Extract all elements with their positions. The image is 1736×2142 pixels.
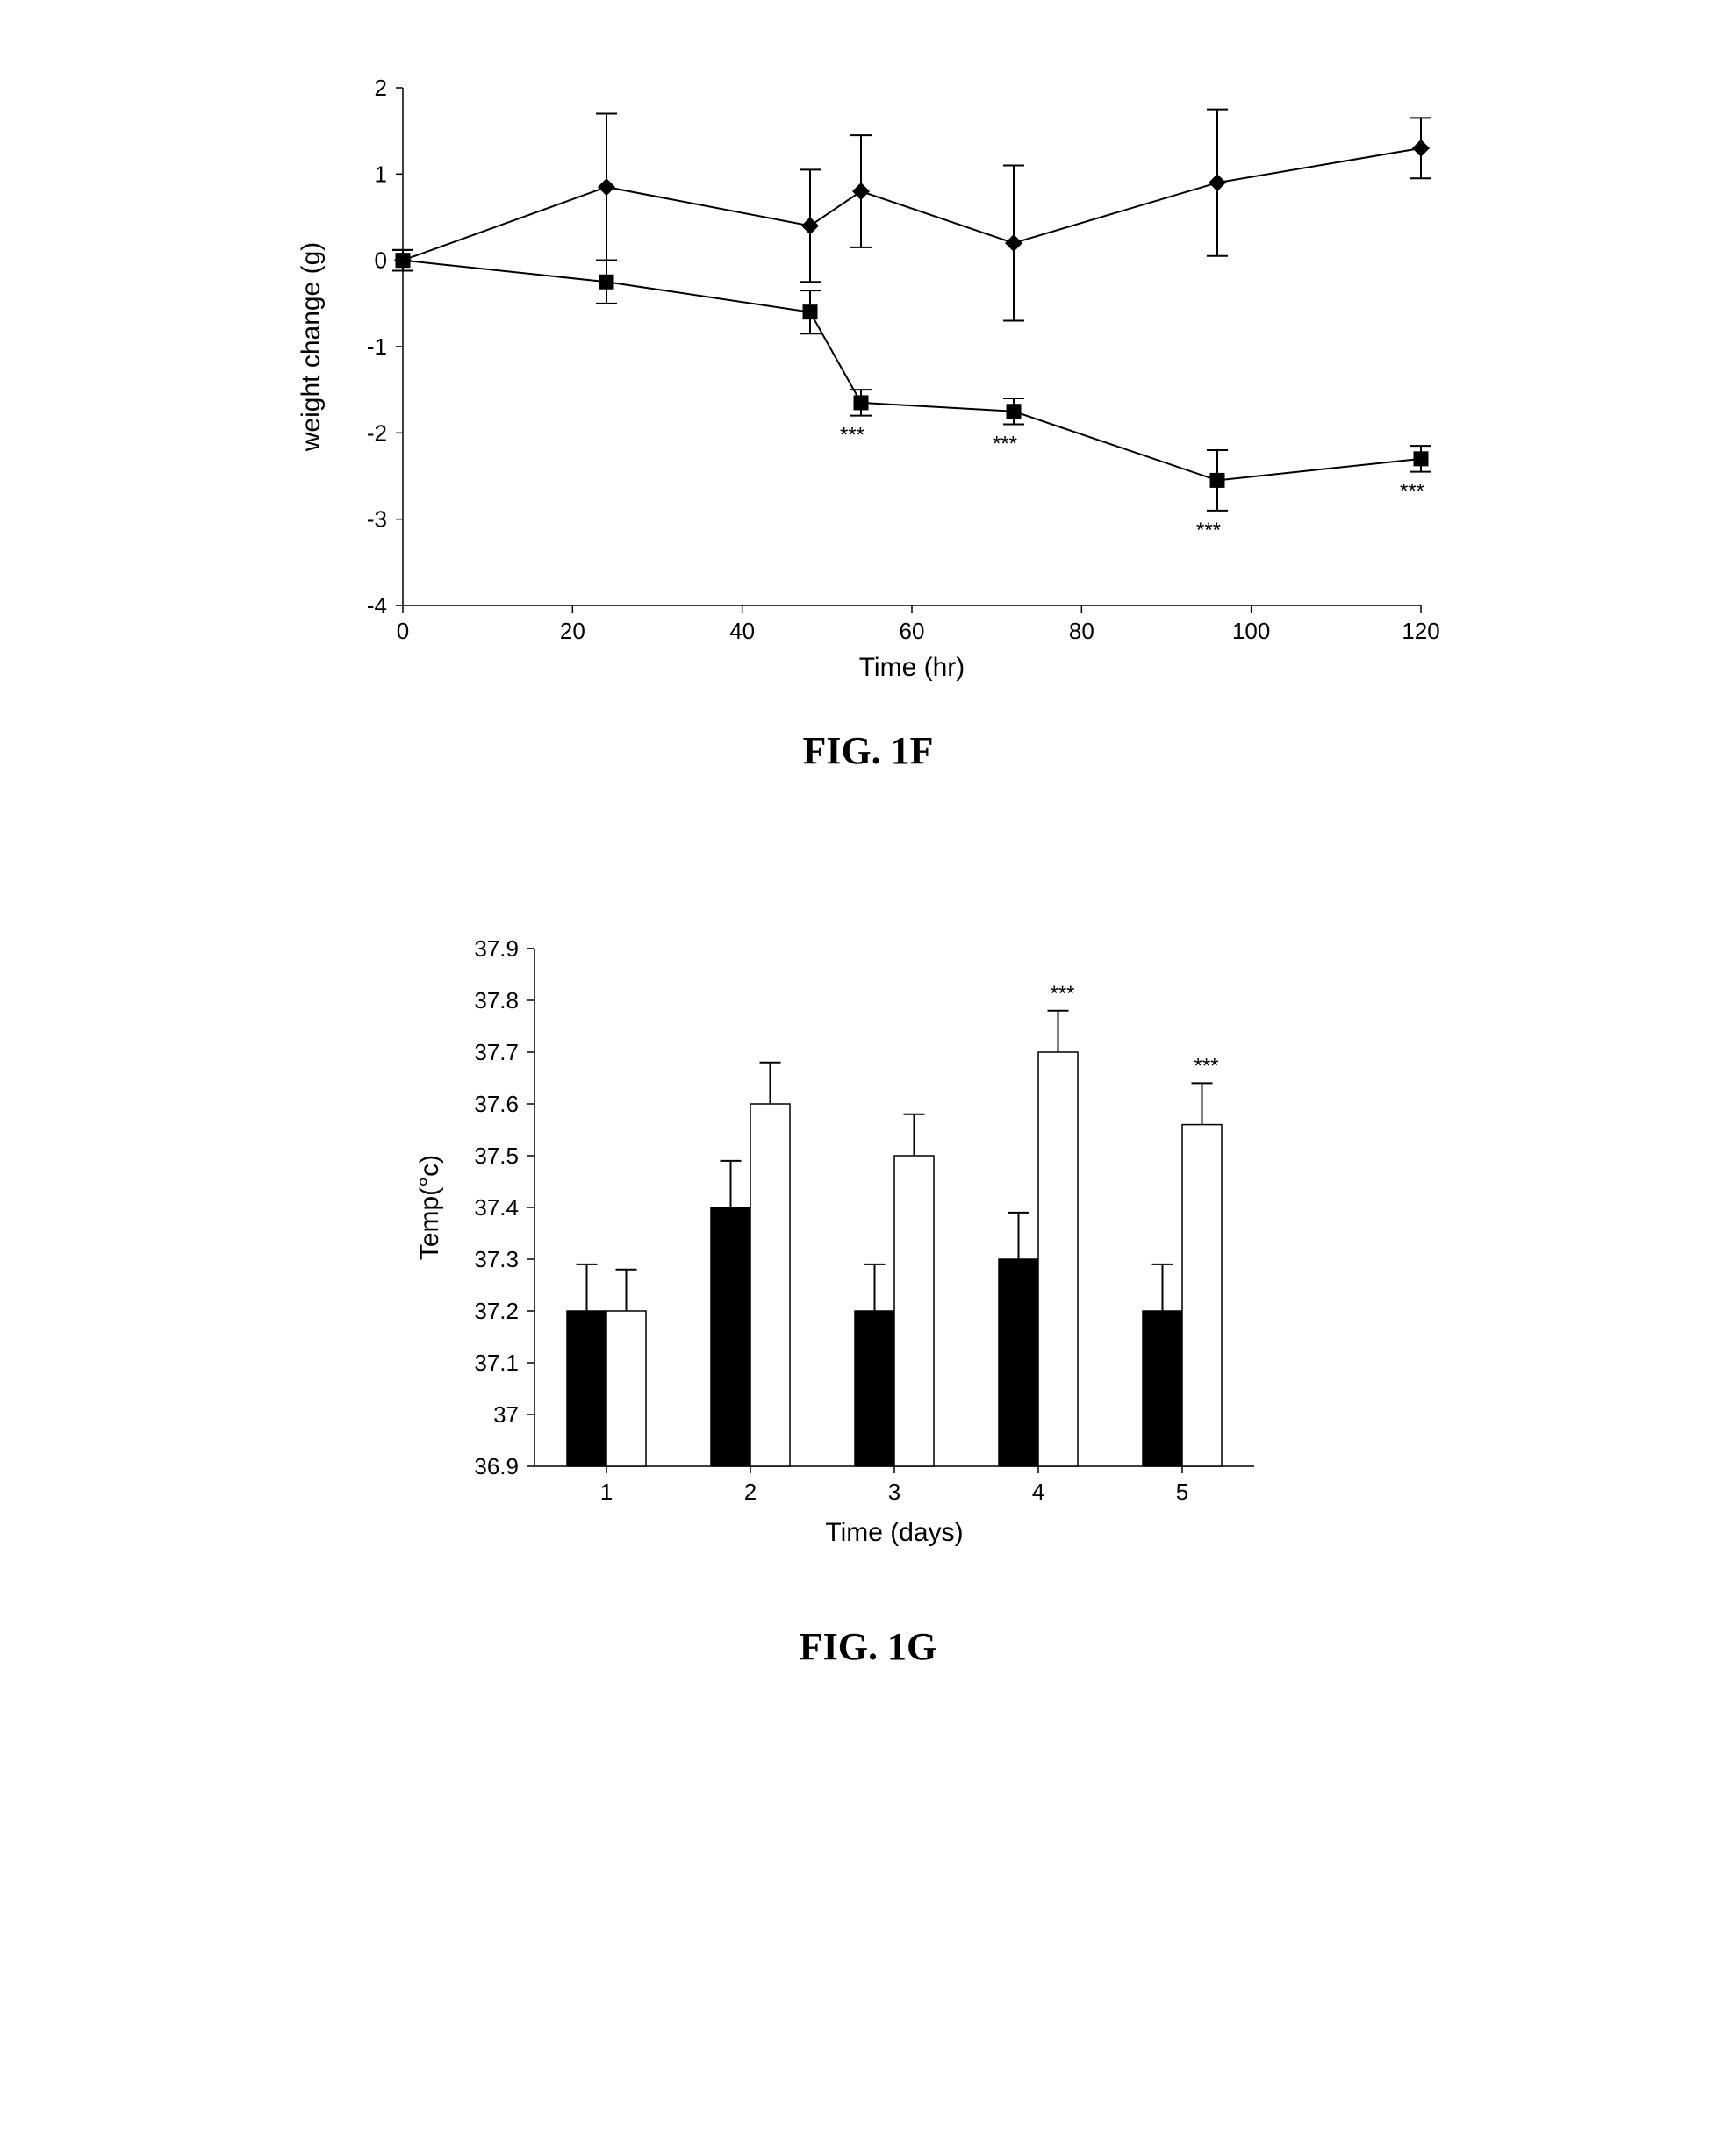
bar-chart-fig1g: 36.9 37 37.1 37.2 37.3 37.4 37.5 37.6 37.7 37.8 37… xyxy=(385,913,1351,1598)
svg-text:weight change (g): weight change (g) xyxy=(297,242,326,452)
svg-text:Time (hr): Time (hr) xyxy=(859,653,965,682)
svg-text:1: 1 xyxy=(375,161,387,187)
svg-text:5: 5 xyxy=(1176,1479,1188,1505)
figure-1f-caption: FIG. 1F xyxy=(254,728,1482,773)
svg-text:36.9: 36.9 xyxy=(474,1453,519,1479)
svg-text:Time (days): Time (days) xyxy=(825,1518,963,1547)
svg-text:37.8: 37.8 xyxy=(474,987,519,1014)
svg-text:-4: -4 xyxy=(367,592,387,619)
svg-text:37.5: 37.5 xyxy=(474,1143,519,1169)
svg-text:37: 37 xyxy=(493,1401,519,1428)
svg-text:1: 1 xyxy=(600,1479,613,1505)
svg-text:37.1: 37.1 xyxy=(474,1350,519,1376)
line-chart-fig1f: -4 -3 -2 -1 0 1 2 weight change (g) 0 20 40 60 80 100… xyxy=(254,53,1482,702)
svg-text:3: 3 xyxy=(888,1479,900,1505)
svg-text:Temp(°c): Temp(°c) xyxy=(415,1155,444,1260)
svg-text:***: *** xyxy=(840,424,864,448)
svg-text:4: 4 xyxy=(1032,1479,1044,1505)
svg-text:***: *** xyxy=(1196,519,1221,542)
svg-text:37.7: 37.7 xyxy=(474,1039,519,1065)
svg-text:37.2: 37.2 xyxy=(474,1298,519,1324)
svg-text:20: 20 xyxy=(560,618,585,644)
svg-text:60: 60 xyxy=(900,618,925,644)
svg-text:2: 2 xyxy=(744,1479,757,1505)
svg-text:2: 2 xyxy=(375,75,387,101)
svg-text:***: *** xyxy=(1400,480,1424,504)
svg-text:-3: -3 xyxy=(367,506,387,533)
svg-text:80: 80 xyxy=(1069,618,1094,644)
svg-text:120: 120 xyxy=(1402,618,1439,644)
svg-text:0: 0 xyxy=(375,247,387,274)
svg-text:0: 0 xyxy=(397,618,409,644)
svg-text:-1: -1 xyxy=(367,333,387,360)
figure-1g-block: 36.9 37 37.1 37.2 37.3 37.4 37.5 37.6 37.7 37.8 37… xyxy=(385,913,1351,1669)
svg-text:37.6: 37.6 xyxy=(474,1091,519,1117)
svg-text:***: *** xyxy=(993,433,1017,456)
svg-text:***: *** xyxy=(1050,982,1074,1006)
svg-text:37.9: 37.9 xyxy=(474,935,519,962)
svg-text:37.3: 37.3 xyxy=(474,1246,519,1272)
svg-text:-2: -2 xyxy=(367,419,387,446)
svg-text:100: 100 xyxy=(1232,618,1270,644)
svg-text:40: 40 xyxy=(729,618,755,644)
svg-text:37.4: 37.4 xyxy=(474,1194,519,1221)
figure-1f-block: -4 -3 -2 -1 0 1 2 weight change (g) 0 20 40 60 80 100… xyxy=(254,53,1482,773)
figure-1g-caption: FIG. 1G xyxy=(385,1624,1351,1669)
svg-text:***: *** xyxy=(1194,1054,1218,1078)
